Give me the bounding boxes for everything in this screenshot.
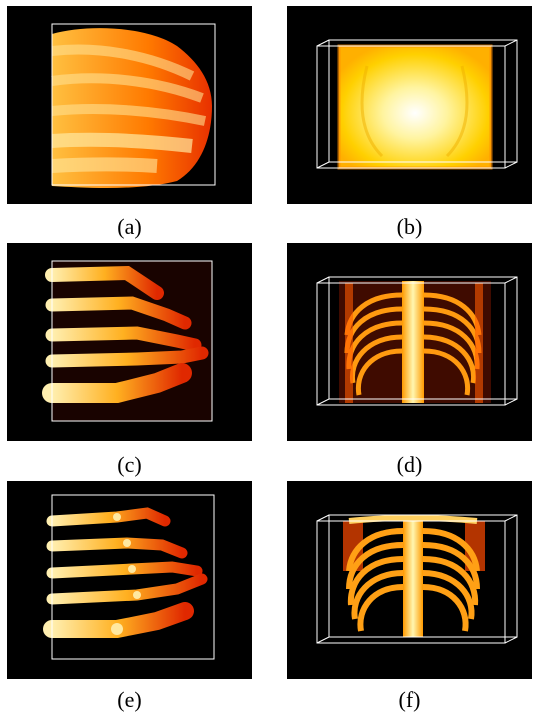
panel-c-image: [7, 243, 252, 441]
caption-e: (e): [117, 687, 142, 712]
caption-a: (a): [117, 214, 142, 239]
panel-f-image: [287, 481, 532, 679]
panel-d-image: [287, 243, 532, 441]
bounding-box: [51, 494, 215, 660]
panel-e-image: [7, 481, 252, 679]
panel-a-image: [7, 6, 252, 204]
panel-b-image: [287, 6, 532, 204]
bounding-box-3d: [316, 514, 518, 644]
spine: [402, 281, 424, 403]
chest-render-soft: [287, 6, 532, 204]
foot-render-bones: [7, 481, 252, 679]
caption-b: (b): [396, 214, 423, 239]
chest-render-bones: [287, 481, 532, 679]
bounding-box: [51, 23, 216, 186]
joints: [111, 513, 141, 635]
ribs: [346, 528, 480, 632]
bounding-box-3d: [316, 276, 518, 406]
foot-bones: [43, 507, 208, 638]
foot-render-soft: [7, 6, 252, 204]
bounding-box: [51, 260, 213, 422]
caption-d: (d): [396, 452, 423, 477]
foot-bones: [42, 265, 209, 403]
caption-f: (f): [398, 687, 421, 712]
chest-render-mid: [287, 243, 532, 441]
caption-c: (c): [117, 452, 142, 477]
spine: [403, 519, 423, 637]
foot-render-mid: [7, 243, 252, 441]
bounding-box-3d: [316, 39, 518, 169]
